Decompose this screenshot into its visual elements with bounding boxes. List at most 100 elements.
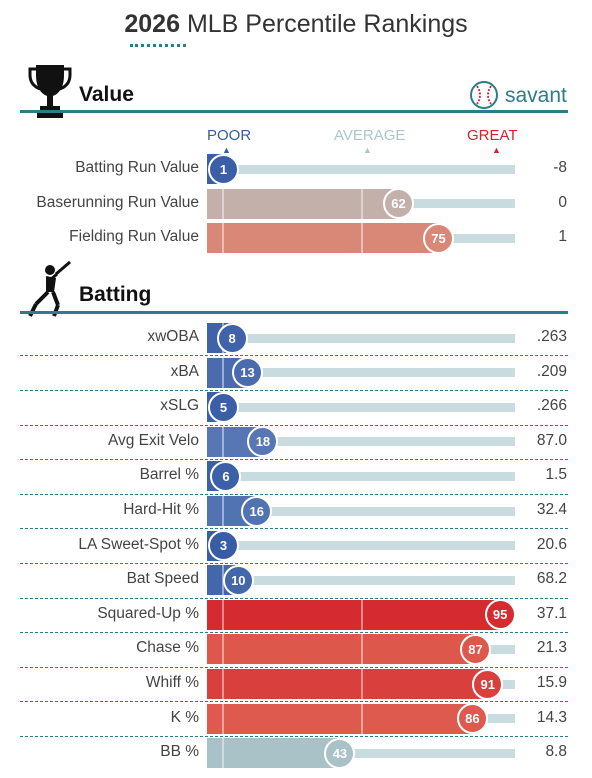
reference-line — [361, 599, 363, 630]
metric-value: .266 — [536, 397, 567, 415]
reference-line — [222, 634, 225, 665]
row-separator — [20, 528, 568, 530]
row-separator — [20, 355, 568, 357]
reference-line — [222, 703, 225, 734]
metric-value: 87.0 — [536, 431, 567, 449]
baseball-icon — [470, 81, 498, 109]
batter-icon — [28, 260, 71, 317]
reference-line — [222, 496, 225, 526]
scale-poor-arrow: ▲ — [222, 145, 231, 155]
metric-label: Hard-Hit % — [123, 501, 199, 518]
metric-value: 68.2 — [536, 570, 567, 588]
percentile-bar — [207, 669, 488, 699]
percentile-track — [207, 164, 515, 174]
percentile-bar — [207, 738, 340, 769]
row-separator — [20, 562, 568, 564]
scale-poor-text: POOR — [207, 127, 252, 144]
metric-label: Bat Speed — [126, 570, 199, 588]
percentile-badge: 95 — [484, 599, 516, 631]
percentile-bar — [207, 703, 472, 734]
percentile-badge: 1 — [208, 153, 239, 185]
row-separator — [20, 493, 568, 495]
metric-label: Baserunning Run Value — [36, 193, 199, 211]
percentile-badge: 10 — [222, 564, 254, 596]
percentile-badge: 8 — [216, 322, 248, 354]
page-title: 2026 MLB Percentile Rankings — [0, 10, 592, 39]
metric-label: Whiff % — [145, 674, 199, 691]
metric-label: BB % — [160, 743, 199, 761]
percentile-badge: 86 — [456, 703, 488, 735]
percentile-badge: 5 — [208, 391, 239, 423]
metric-value: 37.1 — [536, 604, 567, 622]
metric-label: LA Sweet-Spot % — [78, 535, 199, 553]
section-title-batting: Batting — [79, 283, 152, 306]
reference-line — [361, 188, 363, 219]
scale-average-label: AVERAGE — [334, 127, 405, 144]
metric-value: 14.3 — [536, 708, 567, 726]
scale-poor-label: POOR — [207, 127, 251, 144]
scale-average-arrow: ▲ — [363, 145, 372, 155]
reference-line — [222, 599, 225, 630]
percentile-badge: 3 — [208, 530, 239, 562]
section-divider-batting — [20, 311, 568, 314]
percentile-track — [207, 368, 515, 378]
reference-line — [222, 669, 225, 699]
percentile-badge: 43 — [324, 737, 356, 769]
percentile-track — [207, 471, 515, 481]
percentile-badge: 6 — [210, 460, 242, 492]
reference-line — [222, 188, 225, 219]
trophy-icon — [28, 65, 72, 118]
metric-value: .263 — [536, 328, 567, 345]
percentile-bar — [207, 634, 475, 665]
percentile-track — [207, 333, 515, 343]
percentile-badge: 13 — [232, 357, 264, 389]
metric-label: Barrel % — [139, 466, 199, 484]
metric-value: 32.4 — [536, 501, 567, 518]
reference-line — [222, 223, 225, 254]
row-separator — [20, 424, 568, 426]
section-title-value: Value — [79, 83, 134, 106]
reference-line — [361, 703, 363, 734]
reference-line — [361, 223, 363, 254]
percentile-badge: 87 — [459, 633, 491, 665]
section-divider-value — [20, 110, 568, 113]
metric-value: 8.8 — [545, 743, 567, 761]
percentile-badge: 18 — [247, 426, 279, 458]
brand-name: savant — [505, 84, 567, 107]
percentile-track — [207, 575, 515, 585]
percentile-track — [207, 506, 515, 516]
percentile-bar — [207, 599, 500, 630]
scale-great-text: GREAT — [467, 127, 518, 144]
reference-line — [361, 634, 363, 665]
percentile-track — [207, 748, 515, 758]
metric-label: xBA — [170, 362, 199, 380]
title-underline — [130, 44, 186, 47]
scale-great-arrow: ▲ — [492, 145, 501, 155]
scale-average-text: AVERAGE — [334, 127, 406, 144]
metric-value: 0 — [558, 193, 567, 211]
scale-great-label: GREAT — [467, 127, 518, 144]
metric-label: Batting Run Value — [75, 159, 199, 176]
metric-value: 20.6 — [536, 535, 567, 553]
percentile-badge: 16 — [241, 495, 273, 527]
metric-value: 1.5 — [545, 466, 567, 484]
row-separator — [20, 597, 568, 599]
reference-line — [222, 738, 225, 769]
title-year: 2026 — [124, 10, 180, 38]
percentile-track — [207, 437, 515, 447]
percentile-bar — [207, 223, 438, 254]
metric-label: Fielding Run Value — [69, 228, 199, 246]
metric-label: K % — [170, 708, 199, 726]
row-separator — [20, 459, 568, 461]
metric-value: .209 — [536, 362, 567, 380]
metric-value: 21.3 — [536, 639, 567, 657]
row-separator — [20, 632, 568, 634]
metric-value: -8 — [553, 159, 567, 176]
percentile-track — [207, 402, 515, 412]
metric-label: xSLG — [160, 397, 199, 415]
metric-label: Avg Exit Velo — [107, 431, 199, 449]
reference-line — [222, 357, 225, 388]
percentile-track — [207, 541, 515, 551]
row-separator — [20, 735, 568, 737]
reference-line — [361, 669, 363, 699]
